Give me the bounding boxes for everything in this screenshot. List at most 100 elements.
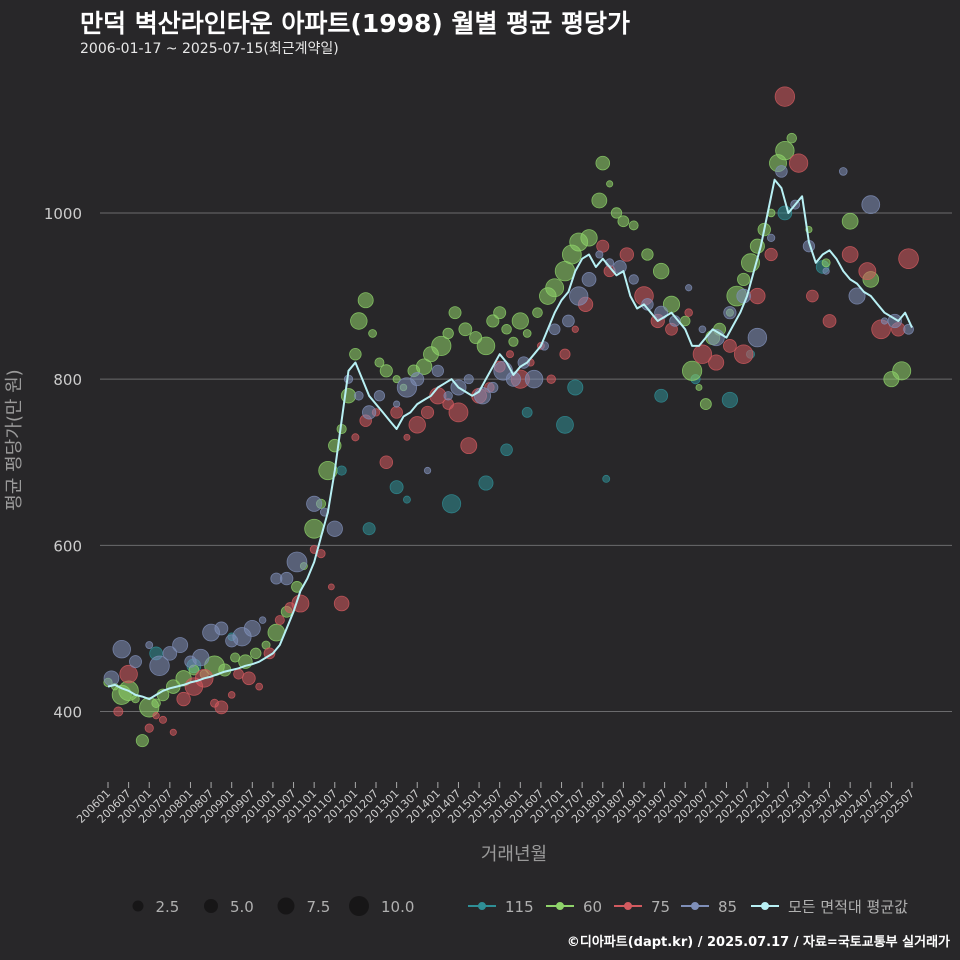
point-s75 — [227, 691, 236, 699]
average-line-path — [107, 178, 913, 701]
point-s60 — [580, 229, 598, 247]
point-s85 — [698, 325, 707, 334]
point-s60 — [135, 734, 149, 748]
point-s85 — [362, 405, 377, 420]
point-s75 — [351, 433, 360, 442]
point-s75 — [274, 615, 285, 626]
x-axis-label: 거래년월 — [481, 844, 547, 865]
point-s60 — [508, 336, 519, 347]
point-s75 — [789, 153, 809, 173]
point-s75 — [255, 682, 264, 691]
chart-title: 만덕 벽산라인타운 아파트(1998) 월별 평균 평당가 — [80, 9, 630, 38]
point-s75 — [460, 437, 478, 455]
point-s115 — [777, 205, 793, 221]
point-s75 — [806, 289, 819, 303]
point-s85 — [410, 372, 425, 387]
legend-size-dot — [349, 896, 369, 916]
point-s85 — [581, 272, 597, 287]
point-s75 — [841, 246, 859, 263]
y-axis-ticks: 400 600 800 1000 — [44, 205, 82, 722]
point-s75 — [159, 715, 167, 724]
point-s75 — [291, 594, 310, 613]
point-s60 — [511, 312, 529, 330]
legend-size-label: 10.0 — [381, 898, 414, 916]
point-s60 — [374, 357, 385, 368]
point-s115 — [654, 388, 669, 403]
point-s85 — [766, 233, 776, 243]
point-s75 — [333, 595, 350, 612]
point-s60 — [682, 360, 703, 381]
point-s75 — [408, 416, 426, 434]
point-s85 — [654, 305, 669, 320]
legend-dot-s115 — [478, 902, 486, 910]
point-s60 — [617, 215, 630, 228]
legend-label-s115: 115 — [505, 898, 534, 916]
legend-dot-s60 — [556, 902, 564, 910]
legend-size-label: 7.5 — [307, 898, 331, 916]
legend-dot-s75 — [624, 902, 632, 910]
point-s85 — [524, 369, 544, 389]
point-s85 — [258, 616, 267, 624]
point-s60 — [151, 698, 161, 708]
point-s85 — [162, 646, 178, 661]
point-s115 — [556, 415, 574, 434]
point-s60 — [250, 647, 262, 660]
point-s85 — [129, 655, 142, 669]
point-s115 — [602, 474, 611, 483]
point-s85 — [306, 495, 323, 512]
point-s115 — [521, 406, 533, 418]
point-s85 — [505, 371, 522, 387]
point-s60 — [501, 324, 512, 335]
point-s75 — [379, 455, 394, 469]
point-s60 — [841, 212, 859, 230]
point-s85 — [214, 621, 229, 636]
point-s85 — [775, 165, 788, 178]
point-s60 — [350, 312, 368, 330]
point-s75 — [898, 248, 919, 269]
point-s75 — [403, 433, 411, 441]
point-s75 — [144, 723, 154, 733]
point-s85 — [112, 639, 131, 659]
point-s75 — [619, 247, 634, 262]
y-tick-label: 800 — [53, 371, 82, 389]
point-s85 — [562, 314, 575, 328]
point-s60 — [591, 192, 608, 209]
point-s85 — [822, 267, 830, 275]
point-s85 — [423, 466, 432, 475]
point-s60 — [628, 220, 639, 231]
point-s60 — [695, 384, 703, 391]
point-s75 — [723, 339, 737, 353]
point-s60 — [786, 132, 797, 144]
legend-dot-s85 — [691, 902, 699, 910]
y-tick-label: 400 — [53, 704, 82, 722]
point-s60 — [349, 348, 362, 361]
point-s60 — [699, 398, 712, 410]
point-s115 — [478, 475, 494, 491]
point-s60 — [652, 262, 670, 280]
y-tick-label: 1000 — [44, 205, 82, 223]
point-s85 — [548, 323, 561, 336]
point-s60 — [448, 306, 462, 320]
point-s75 — [684, 308, 693, 317]
point-s75 — [448, 402, 469, 423]
point-s75 — [420, 405, 435, 419]
legend-label-s85: 85 — [718, 898, 737, 916]
point-s75 — [233, 668, 244, 680]
chart-subtitle: 2006-01-17 ~ 2025-07-15(최근계약일) — [80, 41, 339, 57]
point-s75 — [871, 319, 891, 340]
point-s85 — [431, 364, 444, 377]
point-s75 — [169, 728, 177, 736]
point-s85 — [838, 167, 848, 176]
point-s60 — [442, 327, 454, 340]
legend: 2.5 5.0 7.5 10.0 115 60 75 85 모든 면적대 평균값 — [132, 896, 908, 916]
legend-size-label: 2.5 — [156, 898, 180, 916]
point-s60 — [415, 358, 433, 375]
point-s75 — [733, 344, 754, 364]
point-s85 — [103, 670, 120, 687]
point-s75 — [571, 325, 579, 333]
point-s85 — [443, 391, 453, 401]
point-s75 — [858, 262, 877, 281]
point-s75 — [119, 664, 138, 684]
point-s60 — [379, 364, 393, 378]
